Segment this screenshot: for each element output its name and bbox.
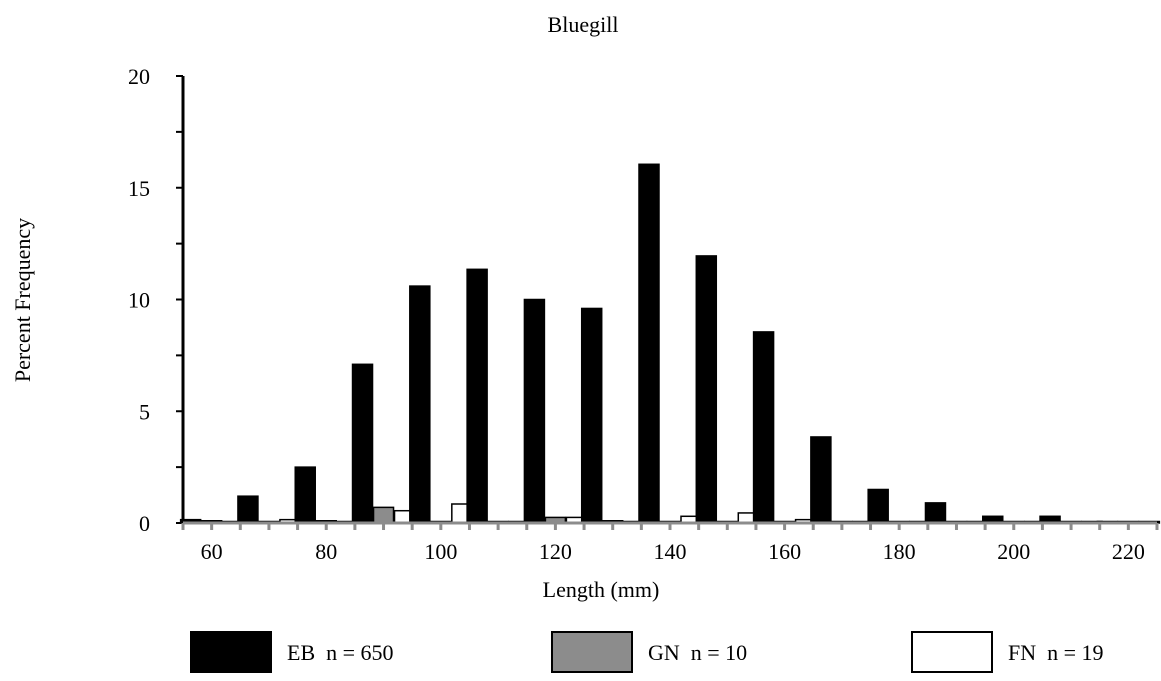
bar-gn-90: [372, 506, 395, 524]
legend-swatch: [190, 631, 272, 673]
legend-label: EB n = 650: [287, 640, 394, 665]
bar-eb-150: [695, 255, 718, 524]
bars-layer: [179, 163, 1161, 524]
chart-title: Bluegill: [548, 12, 619, 37]
legend: EB n = 650 GN n = 10 FN n = 19: [190, 631, 1104, 673]
bar-eb-120: [523, 298, 546, 524]
y-tick-label: 5: [139, 399, 150, 424]
x-tick-label: 120: [539, 539, 572, 564]
bar-eb-160: [752, 331, 775, 524]
x-tick-label: 80: [315, 539, 337, 564]
bar-eb-90: [351, 363, 374, 524]
legend-label: GN n = 10: [648, 640, 747, 665]
y-tick-label: 0: [139, 511, 150, 536]
bar-eb-180: [867, 488, 889, 524]
x-tick-label: 180: [883, 539, 916, 564]
x-tick-label: 60: [201, 539, 223, 564]
bar-eb-100: [409, 285, 431, 524]
legend-swatch: [911, 631, 993, 673]
x-tick-label: 160: [768, 539, 801, 564]
bar-eb-190: [924, 502, 947, 524]
bar-eb-140: [638, 163, 660, 524]
bar-eb-170: [810, 436, 832, 524]
axes-layer: 0 5 10 15 20 60 80 100 120 140 160 180 200 220: [128, 64, 1159, 564]
x-tick-label: 200: [997, 539, 1030, 564]
x-tick-label: 140: [654, 539, 687, 564]
x-tick-label: 220: [1112, 539, 1145, 564]
y-axis-label: Percent Frequency: [10, 218, 35, 382]
y-tick-label: 10: [128, 288, 150, 313]
y-tick-label: 15: [128, 176, 150, 201]
y-tick-label: 20: [128, 64, 150, 89]
x-axis-label: Length (mm): [543, 577, 660, 602]
bar-eb-80: [294, 466, 316, 524]
bar-eb-70: [237, 495, 259, 524]
bar-eb-110: [466, 268, 488, 524]
x-tick-label: 100: [424, 539, 457, 564]
bar-eb-130: [580, 307, 603, 524]
legend-label: FN n = 19: [1008, 640, 1104, 665]
legend-swatch: [551, 631, 633, 673]
